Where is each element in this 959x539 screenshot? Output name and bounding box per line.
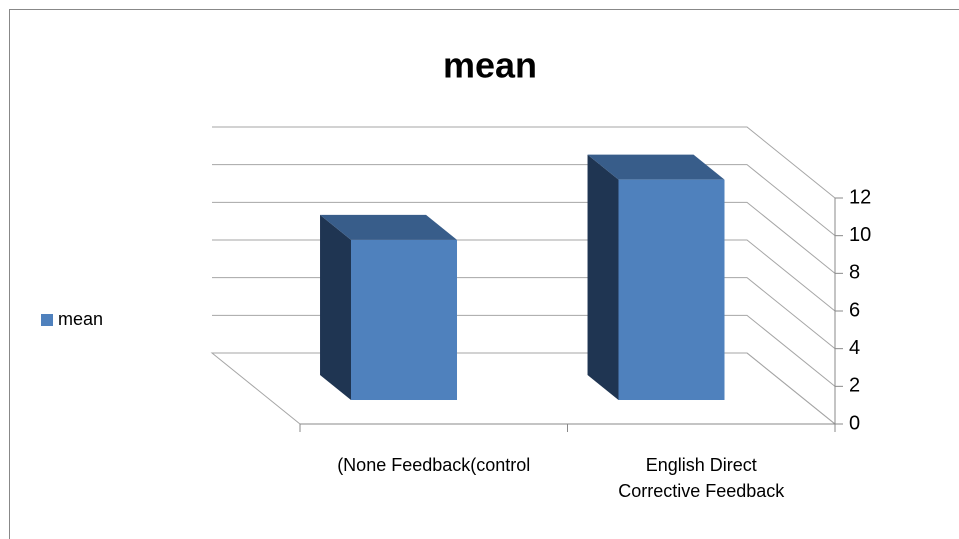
y-tick-label: 8: [849, 262, 860, 284]
y-tick-label: 2: [849, 375, 860, 397]
y-tick-label: 6: [849, 299, 860, 321]
y-tick-label: 0: [849, 412, 860, 434]
grid-line: [212, 239, 836, 312]
grid-line: [212, 164, 836, 237]
bar-top: [320, 214, 458, 240]
grid-line: [212, 201, 836, 274]
floor: [210, 352, 836, 425]
x-tick-label: English Direct Corrective Feedback: [618, 455, 785, 501]
y-tick-label: 12: [849, 186, 871, 208]
chart-border: [9, 9, 959, 539]
legend-label: mean: [58, 309, 103, 329]
grid-line: [212, 277, 836, 350]
bar-side: [320, 214, 352, 401]
y-tick-label: 10: [849, 224, 871, 246]
legend-swatch: [41, 314, 53, 326]
bar: [351, 239, 458, 401]
bar: [618, 179, 725, 401]
bar-top: [587, 154, 725, 180]
grid-line: [212, 314, 836, 387]
grid-line: [212, 126, 836, 199]
x-tick-label: (None Feedback(control: [337, 455, 531, 475]
chart-title: mean: [443, 45, 537, 86]
grid-line: [212, 352, 836, 425]
bar-side: [587, 154, 619, 401]
y-tick-label: 4: [849, 337, 860, 359]
